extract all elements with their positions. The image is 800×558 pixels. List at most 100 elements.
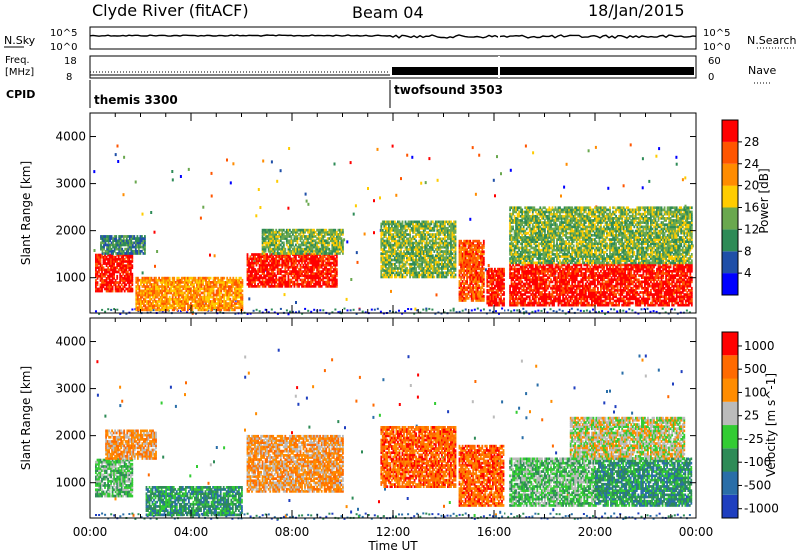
power-noise-cell	[364, 233, 366, 236]
power-noise-cell	[94, 249, 96, 252]
power-noise-cell	[478, 154, 480, 157]
power-ground-cell	[471, 309, 473, 311]
power-ground-cell	[362, 311, 364, 313]
power-noise-cell	[259, 206, 261, 209]
radar-summary-plot: Clyde River (fitACF) Beam 04 18/Jan/2015…	[0, 0, 800, 554]
power-ground-cell	[256, 309, 258, 311]
power-echo-cell	[223, 277, 225, 280]
power-noise-cell	[658, 147, 660, 150]
power-noise-cell	[248, 297, 250, 300]
power-echo-cell	[185, 294, 187, 297]
power-noise-cell	[211, 172, 213, 175]
power-echo-cell	[297, 246, 299, 249]
power-echo-cell	[216, 277, 218, 280]
power-ground-cell	[350, 309, 352, 311]
power-ground-cell	[286, 309, 288, 311]
power-echo-cell	[155, 300, 157, 303]
power-echo-cell	[256, 253, 258, 256]
power-echo-cell	[155, 309, 157, 312]
power-echo-cell	[175, 285, 177, 288]
power-ground-cell	[474, 309, 476, 311]
power-echo-cell	[277, 279, 279, 282]
power-echo-cell	[235, 302, 237, 305]
power-noise-cell	[420, 182, 422, 185]
power-ground-cell	[507, 309, 509, 311]
power-echo-cell	[242, 290, 244, 293]
power-echo-cell	[297, 270, 299, 273]
power-echo-cell	[124, 258, 126, 261]
nsky-trace	[90, 35, 696, 38]
power-echo-cell	[297, 235, 299, 238]
power-ground-cell	[510, 310, 512, 312]
power-echo-cell	[135, 237, 137, 240]
power-ground-cell	[553, 310, 555, 312]
power-ground-cell	[322, 309, 324, 311]
power-noise-cell	[392, 145, 394, 148]
power-noise-cell	[595, 146, 597, 149]
power-echo-cell	[226, 302, 228, 305]
power-ground-cell	[116, 309, 118, 311]
power-ground-cell	[398, 310, 400, 312]
power-ground-cell	[686, 310, 688, 312]
power-echo-cell	[205, 277, 207, 280]
freq-tick-top: 18	[64, 56, 77, 67]
power-noise-cell	[171, 170, 173, 173]
power-echo-cell	[115, 235, 117, 238]
nsearch-tick-bottom: 10^0	[703, 42, 730, 53]
power-noise-cell	[437, 179, 439, 182]
power-ground-cell	[589, 311, 591, 313]
power-echo-cell	[104, 288, 106, 291]
power-ground-cell	[571, 308, 573, 310]
power-noise-cell	[566, 163, 568, 166]
power-noise-cell	[276, 180, 278, 183]
power-ground-cell	[107, 308, 109, 310]
power-noise-cell	[395, 194, 397, 197]
power-echo-cell	[266, 235, 268, 238]
power-echo-cell	[124, 248, 126, 251]
power-noise-cell	[356, 251, 358, 254]
power-noise-cell	[472, 146, 474, 149]
power-data-cells	[93, 114, 693, 315]
power-noise-cell	[307, 203, 309, 206]
nsearch-tick-top: 10^5	[703, 28, 730, 39]
power-echo-cell	[307, 229, 309, 232]
power-noise-cell	[262, 160, 264, 163]
power-ground-cell	[453, 308, 455, 310]
station-title: Clyde River (fitACF)	[92, 1, 249, 20]
plot-canvas: Clyde River (fitACF) Beam 04 18/Jan/2015…	[0, 0, 800, 554]
power-echo-cell	[116, 275, 118, 278]
power-noise-cell	[563, 186, 565, 189]
power-noise-cell	[123, 193, 125, 196]
power-echo-cell	[316, 233, 318, 236]
power-noise-cell	[425, 181, 427, 184]
power-echo-cell	[195, 277, 197, 280]
power-echo-cell	[316, 242, 318, 245]
power-ground-cell	[592, 309, 594, 311]
power-noise-cell	[280, 169, 282, 172]
power-echo-cell	[210, 277, 212, 280]
power-ground-cell	[628, 308, 630, 310]
power-echo-cell	[114, 235, 116, 238]
power-echo-cell	[131, 288, 133, 291]
power-ground-cell	[586, 310, 588, 312]
power-echo-cell	[336, 279, 338, 282]
power-ground-cell	[104, 311, 106, 313]
power-ground-cell	[374, 309, 376, 311]
power-ground-cell	[371, 309, 373, 311]
power-ground-cell	[347, 309, 349, 311]
power-echo-cell	[104, 279, 106, 282]
power-noise-cell	[642, 157, 644, 160]
power-ground-cell	[465, 309, 467, 311]
power-ground-cell	[537, 310, 539, 312]
power-ground-cell	[477, 308, 479, 310]
power-noise-cell	[532, 151, 534, 154]
power-ground-cell	[344, 308, 346, 310]
power-noise-cell	[648, 180, 650, 183]
freq-label-2: [MHz]	[5, 67, 34, 78]
power-ground-cell	[653, 310, 655, 312]
power-noise-cell	[142, 271, 144, 274]
power-noise-cell	[428, 157, 430, 160]
cpid-panel: CPID themis 3300 twofsound 3503	[6, 80, 503, 108]
power-ground-cell	[131, 309, 133, 311]
power-echo-cell	[336, 268, 338, 271]
